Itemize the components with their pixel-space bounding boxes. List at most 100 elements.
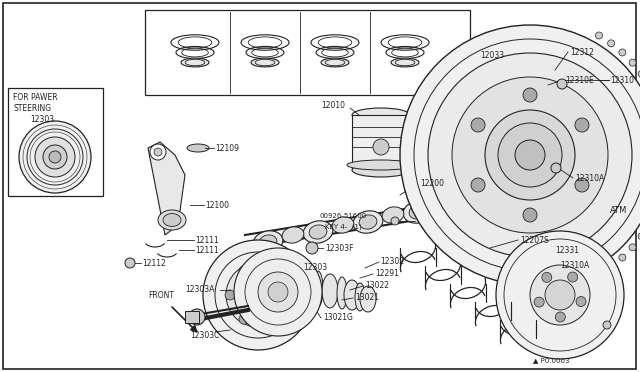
Circle shape: [189, 309, 205, 325]
Circle shape: [452, 77, 608, 233]
Ellipse shape: [337, 277, 347, 309]
Circle shape: [248, 285, 268, 305]
Circle shape: [629, 59, 636, 66]
Bar: [352, 115, 410, 170]
Ellipse shape: [355, 283, 365, 311]
Text: 12111: 12111: [195, 246, 219, 254]
Text: 12303A: 12303A: [185, 285, 214, 295]
Circle shape: [545, 280, 575, 310]
Text: 12207S: 12207S: [520, 235, 548, 244]
Text: 12100: 12100: [205, 201, 229, 209]
Text: 12312: 12312: [570, 48, 594, 57]
Circle shape: [485, 110, 575, 200]
Text: 12033: 12033: [480, 51, 504, 60]
Circle shape: [575, 118, 589, 132]
Circle shape: [234, 248, 322, 336]
Text: FOR PAWER: FOR PAWER: [13, 93, 58, 102]
Text: ▲ P0.0003: ▲ P0.0003: [534, 357, 570, 363]
Ellipse shape: [297, 268, 313, 306]
Circle shape: [638, 232, 640, 240]
Circle shape: [258, 272, 298, 312]
Circle shape: [400, 25, 640, 285]
Ellipse shape: [163, 214, 181, 227]
Text: 00926-51600: 00926-51600: [320, 213, 367, 219]
Circle shape: [471, 178, 485, 192]
Text: 12310E: 12310E: [565, 76, 594, 84]
Circle shape: [530, 265, 590, 325]
Circle shape: [523, 208, 537, 222]
Ellipse shape: [332, 217, 354, 233]
Ellipse shape: [259, 235, 277, 249]
Circle shape: [225, 290, 235, 300]
Ellipse shape: [251, 58, 279, 67]
Circle shape: [125, 258, 135, 268]
Circle shape: [267, 266, 277, 276]
Circle shape: [373, 139, 389, 155]
Circle shape: [638, 70, 640, 77]
Ellipse shape: [360, 286, 376, 312]
Ellipse shape: [181, 58, 209, 67]
Circle shape: [238, 275, 278, 315]
Circle shape: [281, 290, 291, 300]
Text: 12303C: 12303C: [190, 330, 220, 340]
Text: 12303F: 12303F: [325, 244, 353, 253]
Circle shape: [556, 312, 565, 322]
Ellipse shape: [253, 231, 283, 253]
Text: 12010: 12010: [321, 100, 345, 109]
Circle shape: [43, 145, 67, 169]
Circle shape: [551, 163, 561, 173]
Ellipse shape: [432, 197, 454, 213]
Ellipse shape: [303, 221, 333, 243]
Circle shape: [542, 272, 552, 282]
Circle shape: [575, 178, 589, 192]
Circle shape: [576, 296, 586, 307]
Ellipse shape: [321, 58, 349, 67]
Circle shape: [268, 282, 288, 302]
Text: 12331: 12331: [555, 246, 579, 254]
Text: 13021G: 13021G: [323, 314, 353, 323]
Circle shape: [496, 231, 624, 359]
Circle shape: [150, 144, 166, 160]
Text: 12303: 12303: [303, 263, 327, 273]
Bar: [145, 10, 470, 95]
Circle shape: [306, 242, 318, 254]
Text: 12112: 12112: [142, 259, 166, 267]
Ellipse shape: [459, 195, 477, 209]
Circle shape: [203, 240, 313, 350]
Circle shape: [515, 140, 545, 170]
Ellipse shape: [352, 163, 410, 177]
Ellipse shape: [391, 58, 419, 67]
Text: 12303: 12303: [30, 115, 54, 124]
Text: 13021: 13021: [355, 294, 379, 302]
Circle shape: [267, 314, 277, 324]
Text: ATM: ATM: [610, 205, 627, 215]
Circle shape: [534, 297, 544, 307]
Circle shape: [239, 266, 249, 276]
Circle shape: [154, 148, 162, 156]
Text: FRONT: FRONT: [148, 291, 174, 300]
Text: 12109: 12109: [215, 144, 239, 153]
Text: 13022: 13022: [365, 282, 389, 291]
Bar: [8, 88, 103, 196]
Circle shape: [391, 217, 399, 225]
Ellipse shape: [282, 227, 304, 243]
Circle shape: [619, 254, 626, 261]
Circle shape: [607, 263, 614, 270]
Text: 12302: 12302: [380, 257, 404, 266]
Text: 12310A: 12310A: [575, 173, 604, 183]
Circle shape: [498, 123, 562, 187]
Ellipse shape: [322, 274, 338, 308]
Ellipse shape: [353, 211, 383, 233]
Ellipse shape: [187, 144, 209, 152]
Text: KEY 4-  (1): KEY 4- (1): [325, 223, 362, 230]
Circle shape: [603, 321, 611, 329]
Text: 12310A: 12310A: [560, 260, 589, 269]
Ellipse shape: [409, 205, 427, 219]
Circle shape: [595, 32, 602, 39]
Ellipse shape: [352, 108, 410, 122]
Ellipse shape: [309, 225, 327, 239]
Ellipse shape: [382, 207, 404, 223]
Text: 12111: 12111: [195, 235, 219, 244]
Circle shape: [568, 272, 578, 282]
Circle shape: [523, 88, 537, 102]
